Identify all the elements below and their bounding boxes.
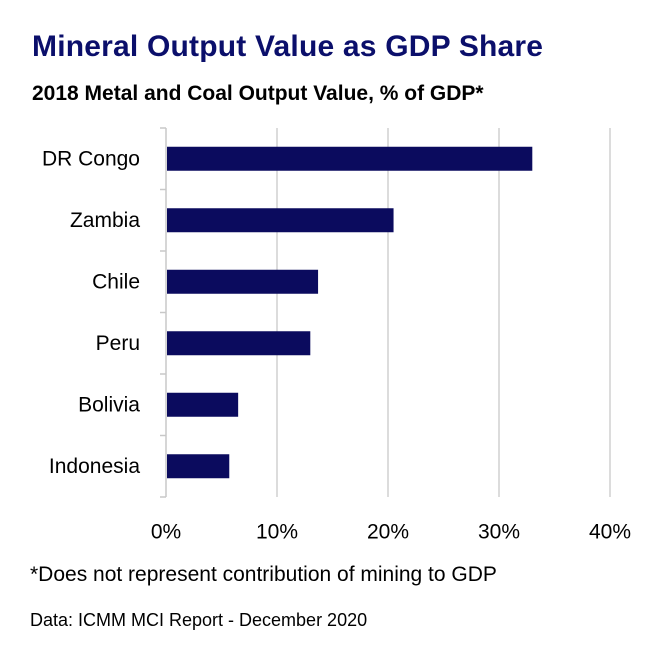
x-tick-label: 40% <box>589 521 631 544</box>
bar <box>167 269 319 294</box>
bar <box>167 146 533 171</box>
bar-chart: DR CongoZambiaChilePeruBoliviaIndonesia … <box>42 127 631 544</box>
chart-subtitle: 2018 Metal and Coal Output Value, % of G… <box>32 82 484 105</box>
x-tick-label: 20% <box>367 521 409 544</box>
x-tick-labels: 0% 10% 20% 30% 40% <box>151 521 631 544</box>
x-tick-label: 0% <box>151 521 181 544</box>
chart-title: Mineral Output Value as GDP Share <box>32 30 544 63</box>
category-label: Peru <box>96 332 140 355</box>
footnote: *Does not represent contribution of mini… <box>30 563 497 586</box>
source-note: Data: ICMM MCI Report - December 2020 <box>30 610 368 630</box>
category-label: Zambia <box>70 209 140 232</box>
bar <box>167 392 239 417</box>
category-label: Bolivia <box>78 393 140 416</box>
bar <box>167 208 394 233</box>
bar <box>167 454 230 479</box>
x-tick-label: 30% <box>478 521 520 544</box>
bar <box>167 331 311 356</box>
category-axis <box>160 127 167 498</box>
bars <box>167 146 533 479</box>
gridlines <box>276 128 611 497</box>
category-label: Indonesia <box>49 455 140 478</box>
category-labels: DR Congo Zambia Chile Peru Bolivia Indonesia <box>42 147 140 478</box>
x-tick-label: 10% <box>256 521 298 544</box>
category-label: DR Congo <box>42 147 140 170</box>
category-label: Chile <box>92 270 140 293</box>
